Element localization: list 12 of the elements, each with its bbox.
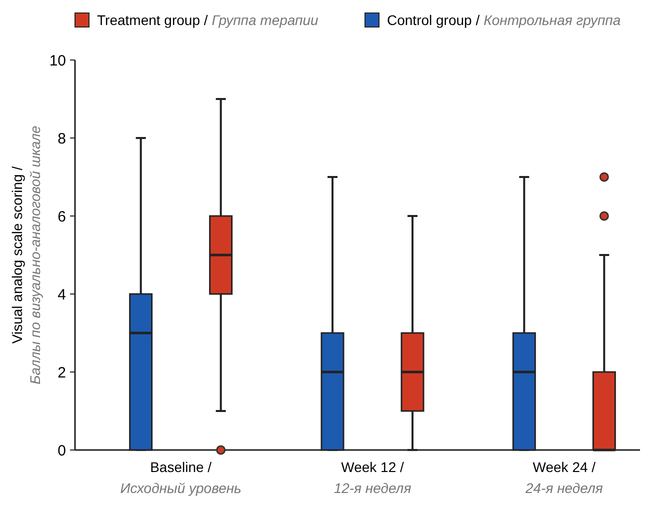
y-tick-label: 6 [58,208,66,226]
y-axis-title: Visual analog scale scoring / Баллы по визуально-аналоговой шкале [9,125,43,384]
x-tick-label: Week 12 / 12-я неделя [334,459,412,496]
x-tick-label: Baseline / Исходный уровень [120,459,242,496]
y-tick-label: 10 [49,52,66,70]
legend-label: Treatment group / Группа терапии [97,12,319,28]
y-tick-label: 0 [58,442,66,460]
y-tick-label: 4 [58,286,66,304]
legend-label: Control group / Контрольная группа [387,12,621,28]
y-tick-label: 8 [58,130,66,148]
y-tick-label: 2 [58,364,66,382]
x-tick-label: Week 24 / 24-я неделя [524,459,604,496]
